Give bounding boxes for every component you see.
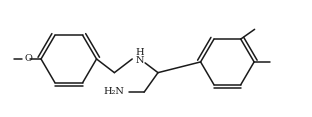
Text: O: O — [24, 53, 32, 62]
Text: H₂N: H₂N — [103, 87, 124, 96]
Text: H
N: H N — [136, 48, 144, 65]
